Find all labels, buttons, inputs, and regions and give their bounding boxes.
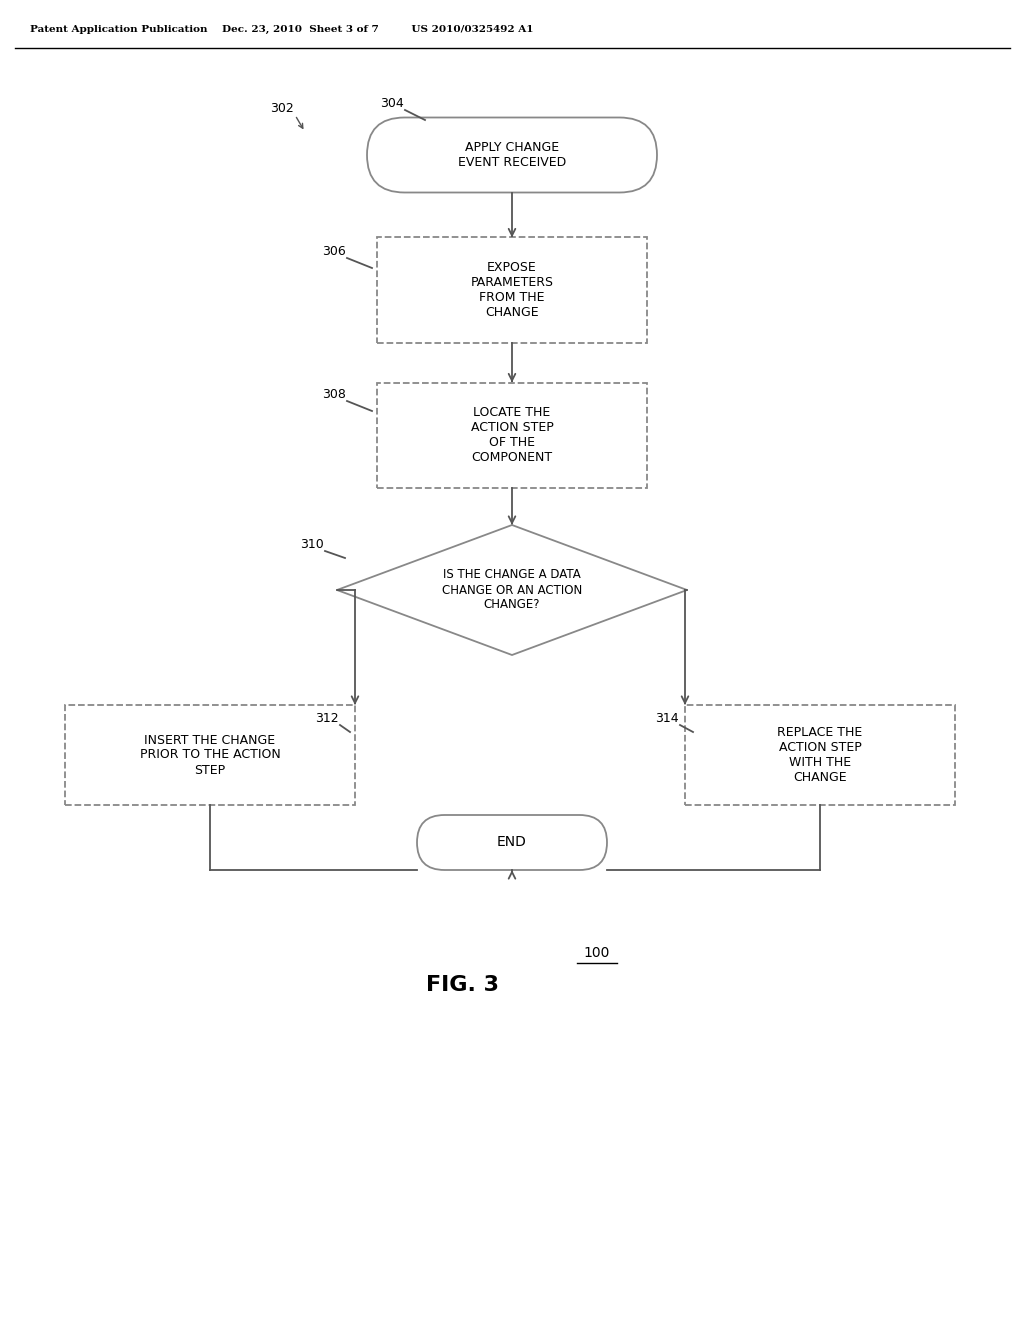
FancyBboxPatch shape [417,814,607,870]
Text: REPLACE THE
ACTION STEP
WITH THE
CHANGE: REPLACE THE ACTION STEP WITH THE CHANGE [777,726,862,784]
Bar [377,383,647,487]
Text: END: END [497,836,527,850]
Text: 306: 306 [322,246,346,257]
Text: Patent Application Publication    Dec. 23, 2010  Sheet 3 of 7         US 2010/03: Patent Application Publication Dec. 23, … [30,25,534,34]
Text: 308: 308 [322,388,346,401]
Bar [685,705,955,805]
Text: 310: 310 [300,539,324,550]
Text: INSERT THE CHANGE
PRIOR TO THE ACTION
STEP: INSERT THE CHANGE PRIOR TO THE ACTION ST… [139,734,281,776]
Text: EXPOSE
PARAMETERS
FROM THE
CHANGE: EXPOSE PARAMETERS FROM THE CHANGE [470,261,554,319]
Text: 304: 304 [380,96,403,110]
Text: APPLY CHANGE
EVENT RECEIVED: APPLY CHANGE EVENT RECEIVED [458,141,566,169]
Bar [377,238,647,342]
Text: 302: 302 [270,102,294,115]
Bar [65,705,355,805]
Text: FIG. 3: FIG. 3 [426,975,499,995]
Text: LOCATE THE
ACTION STEP
OF THE
COMPONENT: LOCATE THE ACTION STEP OF THE COMPONENT [471,407,553,465]
Text: 100: 100 [584,946,610,960]
Text: IS THE CHANGE A DATA
CHANGE OR AN ACTION
CHANGE?: IS THE CHANGE A DATA CHANGE OR AN ACTION… [442,569,582,611]
Text: 314: 314 [655,711,679,725]
Polygon shape [337,525,687,655]
Text: 312: 312 [315,711,339,725]
FancyBboxPatch shape [367,117,657,193]
